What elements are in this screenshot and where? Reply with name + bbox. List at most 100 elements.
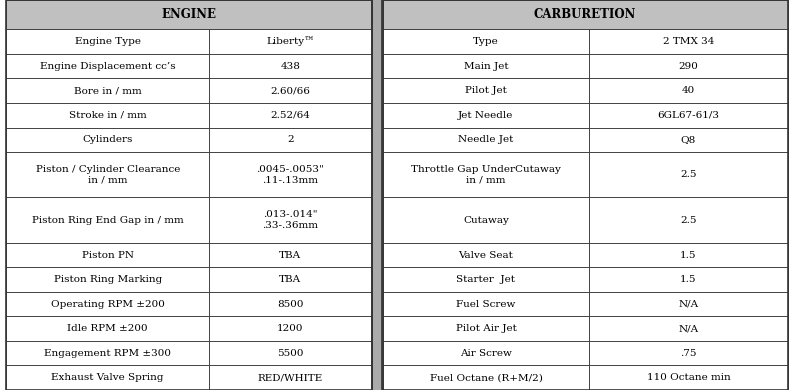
- Bar: [209, 243, 372, 268]
- Bar: [6, 365, 209, 390]
- Bar: [6, 292, 209, 316]
- Text: 1200: 1200: [277, 324, 303, 333]
- Bar: [383, 365, 589, 390]
- Bar: [383, 0, 788, 29]
- Text: TBA: TBA: [279, 251, 302, 260]
- Text: Pilot Jet: Pilot Jet: [465, 86, 507, 95]
- Text: 1.5: 1.5: [680, 275, 696, 284]
- Bar: [383, 128, 589, 152]
- Bar: [589, 268, 788, 292]
- Bar: [6, 197, 209, 243]
- Bar: [6, 54, 209, 78]
- Text: .75: .75: [680, 349, 696, 358]
- Text: .013-.014"
.33-.36mm: .013-.014" .33-.36mm: [262, 210, 318, 230]
- Text: N/A: N/A: [678, 324, 699, 333]
- Text: 438: 438: [280, 62, 300, 71]
- Bar: [589, 365, 788, 390]
- Text: 110 Octane min: 110 Octane min: [646, 373, 730, 382]
- Bar: [383, 316, 589, 341]
- Bar: [209, 268, 372, 292]
- Bar: [383, 197, 589, 243]
- Text: 2.60/66: 2.60/66: [271, 86, 310, 95]
- Text: Pilot Air Jet: Pilot Air Jet: [456, 324, 516, 333]
- Text: 2.52/64: 2.52/64: [271, 111, 310, 120]
- Bar: [383, 341, 589, 365]
- Text: Liberty™: Liberty™: [266, 37, 314, 46]
- Text: 6GL67-61/3: 6GL67-61/3: [657, 111, 719, 120]
- Bar: [589, 78, 788, 103]
- Bar: [6, 243, 209, 268]
- Bar: [589, 197, 788, 243]
- Bar: [6, 29, 209, 54]
- Text: Fuel Octane (R+M/2): Fuel Octane (R+M/2): [430, 373, 542, 382]
- Text: .0045-.0053"
.11-.13mm: .0045-.0053" .11-.13mm: [256, 165, 324, 185]
- Text: Idle RPM ±200: Idle RPM ±200: [67, 324, 148, 333]
- Bar: [209, 152, 372, 197]
- Text: RED/WHITE: RED/WHITE: [258, 373, 323, 382]
- Bar: [589, 54, 788, 78]
- Text: Operating RPM ±200: Operating RPM ±200: [51, 300, 164, 308]
- Bar: [209, 316, 372, 341]
- Bar: [209, 341, 372, 365]
- Bar: [383, 103, 589, 128]
- Bar: [6, 128, 209, 152]
- Bar: [6, 316, 209, 341]
- Text: 1.5: 1.5: [680, 251, 696, 260]
- Bar: [383, 54, 589, 78]
- Bar: [383, 29, 589, 54]
- Text: Cylinders: Cylinders: [83, 135, 133, 144]
- Text: Throttle Gap UnderCutaway
in / mm: Throttle Gap UnderCutaway in / mm: [411, 165, 561, 185]
- Text: Main Jet: Main Jet: [464, 62, 508, 71]
- Bar: [6, 103, 209, 128]
- Bar: [6, 78, 209, 103]
- Text: ENGINE: ENGINE: [161, 8, 217, 21]
- Text: 2: 2: [287, 135, 294, 144]
- Text: Needle Jet: Needle Jet: [458, 135, 514, 144]
- Bar: [383, 0, 788, 390]
- Text: Piston Ring End Gap in / mm: Piston Ring End Gap in / mm: [32, 216, 183, 225]
- Bar: [209, 29, 372, 54]
- Bar: [383, 292, 589, 316]
- Bar: [589, 243, 788, 268]
- Text: Exhaust Valve Spring: Exhaust Valve Spring: [52, 373, 164, 382]
- Text: 2.5: 2.5: [680, 216, 696, 225]
- Text: Engine Displacement cc’s: Engine Displacement cc’s: [40, 62, 175, 71]
- Text: Valve Seat: Valve Seat: [458, 251, 514, 260]
- Bar: [589, 341, 788, 365]
- Text: 2.5: 2.5: [680, 170, 696, 179]
- Text: 290: 290: [679, 62, 699, 71]
- Text: Air Screw: Air Screw: [460, 349, 512, 358]
- Text: N/A: N/A: [678, 300, 699, 308]
- Text: Stroke in / mm: Stroke in / mm: [69, 111, 147, 120]
- Bar: [209, 103, 372, 128]
- Bar: [589, 152, 788, 197]
- Bar: [383, 152, 589, 197]
- Text: 8500: 8500: [277, 300, 303, 308]
- Text: Starter  Jet: Starter Jet: [457, 275, 515, 284]
- Text: Piston PN: Piston PN: [82, 251, 133, 260]
- Bar: [6, 341, 209, 365]
- Text: Engine Type: Engine Type: [75, 37, 141, 46]
- Bar: [6, 268, 209, 292]
- Text: Fuel Screw: Fuel Screw: [457, 300, 515, 308]
- Bar: [6, 0, 372, 29]
- Text: Type: Type: [473, 37, 499, 46]
- Bar: [6, 0, 372, 390]
- Text: Piston / Cylinder Clearance
in / mm: Piston / Cylinder Clearance in / mm: [36, 165, 180, 185]
- Bar: [383, 243, 589, 268]
- Bar: [372, 0, 382, 390]
- Bar: [6, 152, 209, 197]
- Text: Engagement RPM ±300: Engagement RPM ±300: [44, 349, 172, 358]
- Bar: [209, 78, 372, 103]
- Text: Piston Ring Marking: Piston Ring Marking: [53, 275, 162, 284]
- Text: Bore in / mm: Bore in / mm: [74, 86, 141, 95]
- Bar: [209, 197, 372, 243]
- Text: TBA: TBA: [279, 275, 302, 284]
- Bar: [589, 29, 788, 54]
- Bar: [383, 268, 589, 292]
- Bar: [589, 292, 788, 316]
- Text: CARBURETION: CARBURETION: [534, 8, 636, 21]
- Bar: [383, 78, 589, 103]
- Text: 2 TMX 34: 2 TMX 34: [663, 37, 714, 46]
- Bar: [589, 103, 788, 128]
